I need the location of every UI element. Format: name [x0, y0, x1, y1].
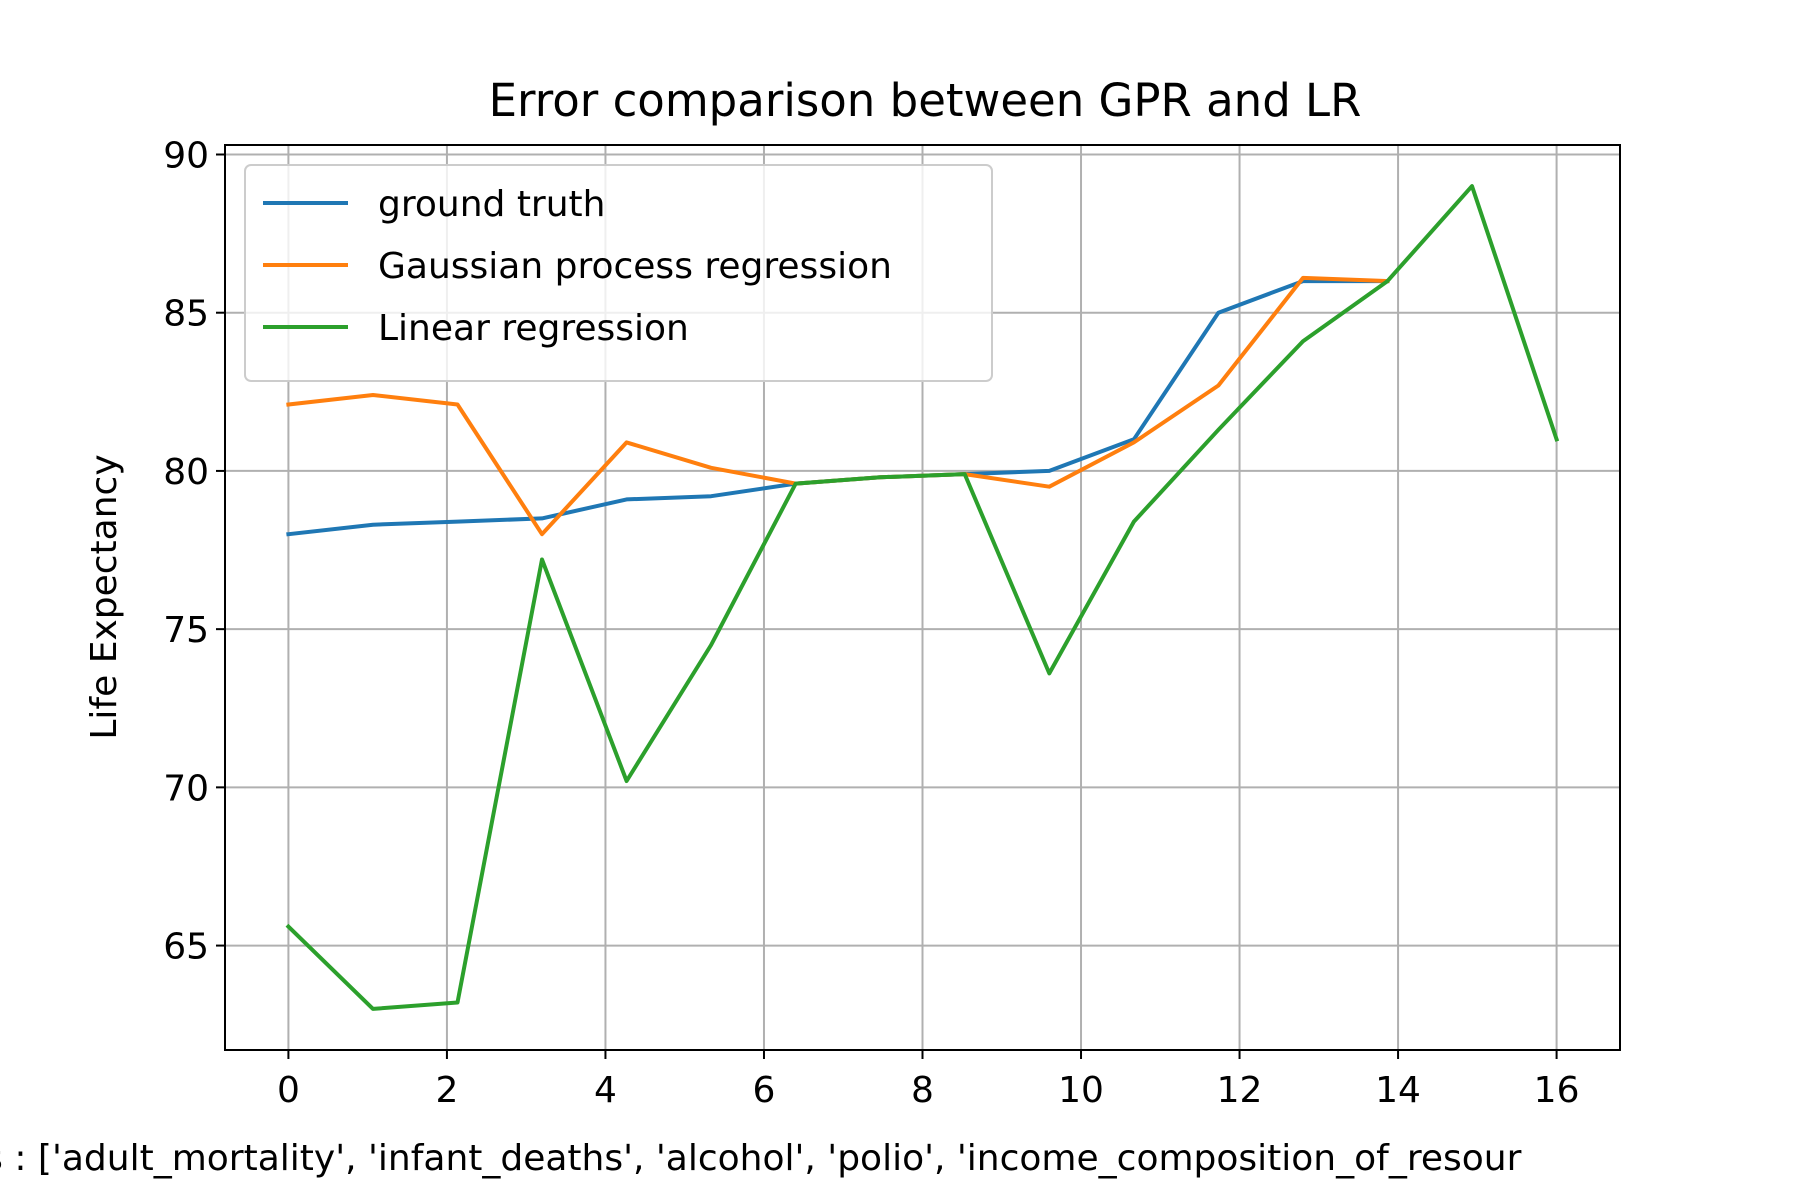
- series-line-2: [285, 184, 1560, 1011]
- x-tick-label: 6: [753, 1070, 776, 1111]
- y-tick-label: 70: [163, 768, 209, 809]
- x-axis-label: res : ['adult_mortality', 'infant_deaths…: [0, 1138, 1522, 1179]
- legend-label: ground truth: [378, 184, 605, 225]
- x-tick-label: 12: [1217, 1070, 1263, 1111]
- series-lines: [285, 184, 1560, 1011]
- x-tick-label: 16: [1534, 1070, 1580, 1111]
- x-tick-label: 2: [435, 1070, 458, 1111]
- chart-title: Error comparison between GPR and LR: [489, 74, 1362, 127]
- axis-ticks: 0 2 4 6 8 10 12 14 16 65 70 75 80 85 90: [163, 135, 1579, 1111]
- y-tick-label: 75: [163, 610, 209, 651]
- legend-label: Gaussian process regression: [378, 246, 892, 287]
- legend: ground truth Gaussian process regression L…: [244, 164, 993, 382]
- y-tick-label: 90: [163, 135, 209, 176]
- legend-box: [244, 164, 993, 382]
- x-tick-label: 0: [277, 1070, 300, 1111]
- x-tick-label: 14: [1375, 1070, 1421, 1111]
- legend-label: Linear regression: [378, 308, 689, 349]
- y-tick-label: 80: [163, 452, 209, 493]
- y-axis-label: Life Expectancy: [84, 454, 125, 739]
- x-tick-label: 8: [911, 1070, 934, 1111]
- y-tick-label: 65: [163, 927, 209, 968]
- x-tick-label: 10: [1058, 1070, 1104, 1111]
- x-tick-label: 4: [594, 1070, 617, 1111]
- y-tick-label: 85: [163, 294, 209, 335]
